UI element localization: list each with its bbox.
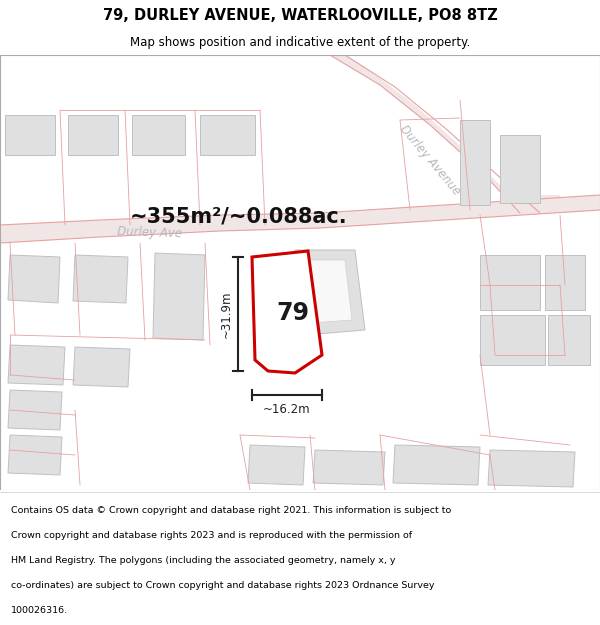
Polygon shape	[5, 115, 55, 155]
Polygon shape	[153, 253, 205, 340]
Polygon shape	[73, 347, 130, 387]
Polygon shape	[73, 255, 128, 303]
Polygon shape	[305, 260, 352, 323]
Polygon shape	[500, 135, 540, 203]
Text: 79, DURLEY AVENUE, WATERLOOVILLE, PO8 8TZ: 79, DURLEY AVENUE, WATERLOOVILLE, PO8 8T…	[103, 8, 497, 23]
Polygon shape	[8, 255, 60, 303]
Polygon shape	[8, 435, 62, 475]
Polygon shape	[295, 250, 365, 335]
Text: co-ordinates) are subject to Crown copyright and database rights 2023 Ordnance S: co-ordinates) are subject to Crown copyr…	[11, 581, 434, 590]
Polygon shape	[393, 445, 480, 485]
Text: Contains OS data © Crown copyright and database right 2021. This information is : Contains OS data © Crown copyright and d…	[11, 506, 451, 515]
Polygon shape	[548, 315, 590, 365]
Polygon shape	[0, 195, 600, 243]
Text: ~31.9m: ~31.9m	[220, 290, 233, 338]
Polygon shape	[313, 450, 385, 485]
Polygon shape	[8, 345, 65, 385]
Polygon shape	[460, 120, 490, 205]
Polygon shape	[330, 55, 560, 213]
Text: Map shows position and indicative extent of the property.: Map shows position and indicative extent…	[130, 36, 470, 49]
Polygon shape	[252, 251, 322, 373]
Text: Crown copyright and database rights 2023 and is reproduced with the permission o: Crown copyright and database rights 2023…	[11, 531, 412, 540]
Text: HM Land Registry. The polygons (including the associated geometry, namely x, y: HM Land Registry. The polygons (includin…	[11, 556, 395, 565]
Text: 100026316.: 100026316.	[11, 606, 68, 615]
Text: Durley Avenue: Durley Avenue	[397, 122, 463, 198]
Polygon shape	[8, 390, 62, 430]
Polygon shape	[248, 445, 305, 485]
Polygon shape	[480, 315, 545, 365]
Polygon shape	[200, 115, 255, 155]
Polygon shape	[132, 115, 185, 155]
Text: Durley Ave: Durley Ave	[118, 226, 182, 241]
Polygon shape	[68, 115, 118, 155]
Text: ~16.2m: ~16.2m	[263, 403, 311, 416]
Polygon shape	[488, 450, 575, 487]
Polygon shape	[480, 255, 540, 310]
Text: ~355m²/~0.088ac.: ~355m²/~0.088ac.	[130, 207, 347, 227]
Polygon shape	[545, 255, 585, 310]
Text: 79: 79	[277, 301, 310, 325]
